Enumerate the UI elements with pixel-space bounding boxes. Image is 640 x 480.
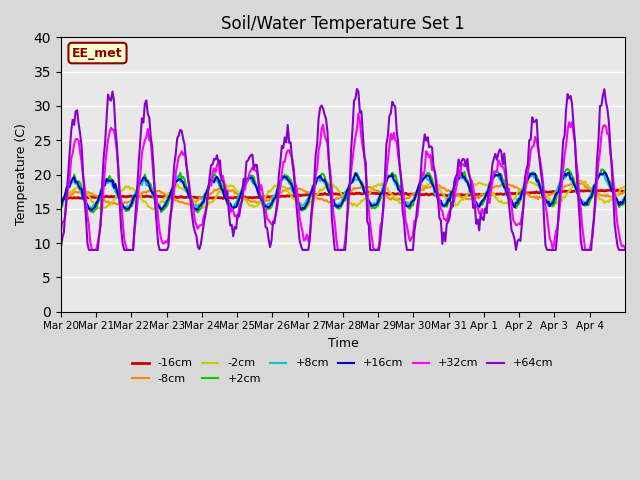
Line: +32cm: +32cm: [61, 114, 625, 250]
-8cm: [76, 188, 84, 193]
Title: Soil/Water Temperature Set 1: Soil/Water Temperature Set 1: [221, 15, 465, 33]
Line: +16cm: +16cm: [61, 172, 625, 210]
+8cm: [349, 175, 356, 181]
+16cm: [621, 195, 629, 201]
+64cm: [57, 245, 65, 251]
+16cm: [76, 186, 84, 192]
-2cm: [57, 201, 65, 207]
Y-axis label: Temperature (C): Temperature (C): [15, 123, 28, 226]
+64cm: [76, 130, 84, 136]
+32cm: [546, 236, 554, 242]
+64cm: [546, 247, 554, 253]
+16cm: [88, 207, 95, 213]
-16cm: [621, 188, 629, 194]
+8cm: [529, 171, 536, 177]
+16cm: [461, 174, 468, 180]
+16cm: [57, 204, 65, 210]
-8cm: [461, 195, 468, 201]
-2cm: [620, 184, 627, 190]
+64cm: [349, 126, 356, 132]
+32cm: [355, 111, 362, 117]
+8cm: [95, 196, 103, 202]
-2cm: [621, 184, 629, 190]
+32cm: [462, 159, 470, 165]
+2cm: [76, 180, 84, 186]
-8cm: [94, 193, 102, 199]
-8cm: [349, 187, 356, 193]
-16cm: [461, 192, 468, 198]
-2cm: [94, 205, 102, 211]
-16cm: [77, 195, 85, 201]
-16cm: [545, 190, 552, 195]
+2cm: [545, 203, 552, 209]
Line: -16cm: -16cm: [61, 190, 625, 199]
Line: +64cm: +64cm: [61, 89, 625, 250]
Line: -8cm: -8cm: [61, 183, 625, 205]
+64cm: [353, 86, 361, 92]
+32cm: [90, 247, 97, 253]
+2cm: [621, 200, 629, 205]
X-axis label: Time: Time: [328, 337, 358, 350]
+64cm: [85, 247, 93, 253]
-16cm: [58, 196, 66, 202]
Line: +2cm: +2cm: [61, 169, 625, 212]
+64cm: [621, 247, 629, 253]
-16cm: [95, 194, 103, 200]
+32cm: [95, 232, 103, 238]
-8cm: [620, 190, 627, 195]
+2cm: [57, 205, 65, 211]
Line: +8cm: +8cm: [61, 174, 625, 209]
-2cm: [461, 194, 468, 200]
+64cm: [462, 163, 470, 169]
Text: EE_met: EE_met: [72, 47, 123, 60]
+8cm: [461, 177, 468, 183]
+32cm: [76, 149, 84, 155]
+32cm: [621, 245, 629, 251]
-16cm: [620, 189, 627, 194]
-16cm: [608, 187, 616, 193]
+8cm: [88, 206, 95, 212]
+8cm: [621, 194, 629, 200]
-2cm: [148, 206, 156, 212]
+2cm: [461, 169, 468, 175]
-8cm: [185, 202, 193, 208]
-8cm: [545, 192, 552, 198]
+2cm: [564, 166, 572, 172]
+64cm: [620, 247, 627, 253]
-2cm: [349, 203, 356, 208]
+16cm: [545, 199, 552, 204]
+8cm: [57, 199, 65, 205]
-2cm: [545, 195, 552, 201]
+8cm: [546, 201, 554, 207]
-2cm: [577, 178, 585, 183]
+32cm: [620, 243, 627, 249]
Legend: -16cm, -8cm, -2cm, +2cm, +8cm, +16cm, +32cm, +64cm: -16cm, -8cm, -2cm, +2cm, +8cm, +16cm, +3…: [128, 354, 558, 388]
-8cm: [621, 188, 629, 193]
+16cm: [600, 169, 608, 175]
Line: -2cm: -2cm: [61, 180, 625, 209]
+16cm: [95, 193, 103, 199]
-16cm: [57, 195, 65, 201]
+16cm: [620, 198, 627, 204]
+2cm: [349, 177, 356, 182]
-8cm: [57, 198, 65, 204]
+2cm: [90, 209, 97, 215]
+2cm: [620, 201, 627, 207]
+8cm: [76, 186, 84, 192]
+64cm: [95, 232, 103, 238]
+2cm: [95, 197, 103, 203]
-16cm: [349, 191, 356, 196]
+8cm: [620, 196, 627, 202]
+16cm: [349, 180, 356, 185]
-2cm: [76, 187, 84, 193]
+32cm: [349, 157, 356, 163]
-8cm: [573, 180, 580, 186]
+32cm: [57, 228, 65, 233]
